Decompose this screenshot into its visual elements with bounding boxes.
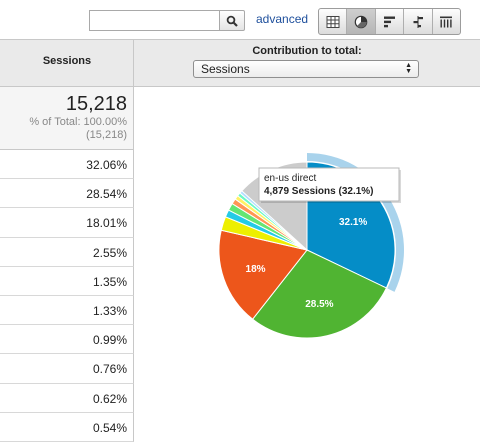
- table-row: 0.76%: [0, 354, 134, 384]
- table-row: 1.33%: [0, 295, 134, 326]
- tooltip-box: [258, 167, 400, 202]
- performance-view-button[interactable]: [374, 9, 403, 34]
- magnifier-icon: [226, 15, 238, 27]
- row-percent: 0.62%: [92, 391, 127, 406]
- contribution-label: Contribution to total:: [252, 45, 362, 57]
- totals-cell: 15,218 % of Total: 100.00% (15,218): [0, 87, 134, 150]
- pie-chart: 32.1% 28.5% 18% en-us direct 4,879 Sessions …: [218, 153, 404, 339]
- row-percent: 2.55%: [92, 245, 127, 260]
- table-row: 0.62%: [0, 383, 134, 413]
- pie-view-icon: [354, 15, 368, 28]
- pie-slice[interactable]: [251, 249, 388, 339]
- toolbar: advanced: [0, 0, 480, 39]
- contribution-chart: 32.1% 28.5% 18% en-us direct 4,879 Sessions …: [134, 87, 480, 442]
- metric-select-value: Sessions: [201, 62, 250, 76]
- row-percent: 1.33%: [92, 303, 127, 318]
- table-row: 1.35%: [0, 266, 134, 296]
- row-percent: 18.01%: [86, 216, 127, 231]
- table-row: 0.54%: [0, 412, 134, 442]
- slice-label: 28.5%: [305, 299, 333, 310]
- pie-tooltip: en-us direct 4,879 Sessions (32.1%): [258, 167, 401, 203]
- advanced-link[interactable]: advanced: [256, 12, 309, 26]
- slice-label: 32.1%: [339, 217, 367, 228]
- row-percent: 32.06%: [86, 158, 127, 172]
- sessions-header-label: Sessions: [42, 55, 92, 67]
- table-row: 0.99%: [0, 325, 134, 355]
- contribution-header: Contribution to total: Sessions ▲ ▼: [134, 40, 480, 86]
- table-header: Sessions Contribution to total: Sessions…: [0, 39, 480, 87]
- row-percent: 28.54%: [86, 187, 127, 202]
- comparison-view-icon: [413, 15, 423, 28]
- row-percent: 1.35%: [92, 274, 127, 289]
- comparison-view-button[interactable]: [403, 9, 431, 34]
- search-input[interactable]: [89, 10, 219, 31]
- total-absolute: (15,218): [86, 129, 127, 141]
- slice-label: 18%: [246, 264, 266, 275]
- total-value: 15,218: [65, 93, 127, 115]
- sessions-rows: 32.06% 28.54% 18.01% 2.55% 1.35% 1.33% 0…: [0, 150, 134, 442]
- table-row: 32.06%: [0, 150, 134, 180]
- table-view-icon: [326, 15, 340, 28]
- pie-slice[interactable]: [218, 229, 308, 320]
- row-percent: 0.76%: [92, 362, 127, 377]
- total-percent: % of Total: 100.00%: [29, 116, 127, 128]
- row-percent: 0.99%: [92, 333, 127, 348]
- sessions-column-header[interactable]: Sessions: [0, 40, 134, 86]
- table-row: 2.55%: [0, 237, 134, 267]
- pivot-view-button[interactable]: [431, 9, 460, 34]
- table-row: 18.01%: [0, 208, 134, 238]
- table-row: 28.54%: [0, 179, 134, 209]
- metric-select[interactable]: Sessions ▲ ▼: [193, 60, 419, 78]
- tooltip-title: en-us direct: [264, 173, 316, 184]
- select-arrows-icon: ▲ ▼: [405, 62, 412, 75]
- pie-view-button[interactable]: [346, 9, 375, 34]
- search-button[interactable]: [219, 10, 245, 31]
- pivot-view-icon: [440, 16, 453, 27]
- performance-view-icon: [383, 16, 395, 27]
- tooltip-value: 4,879 Sessions (32.1%): [264, 186, 374, 197]
- view-switcher: [318, 8, 461, 35]
- table-view-button[interactable]: [319, 9, 346, 34]
- row-percent: 0.54%: [92, 420, 127, 435]
